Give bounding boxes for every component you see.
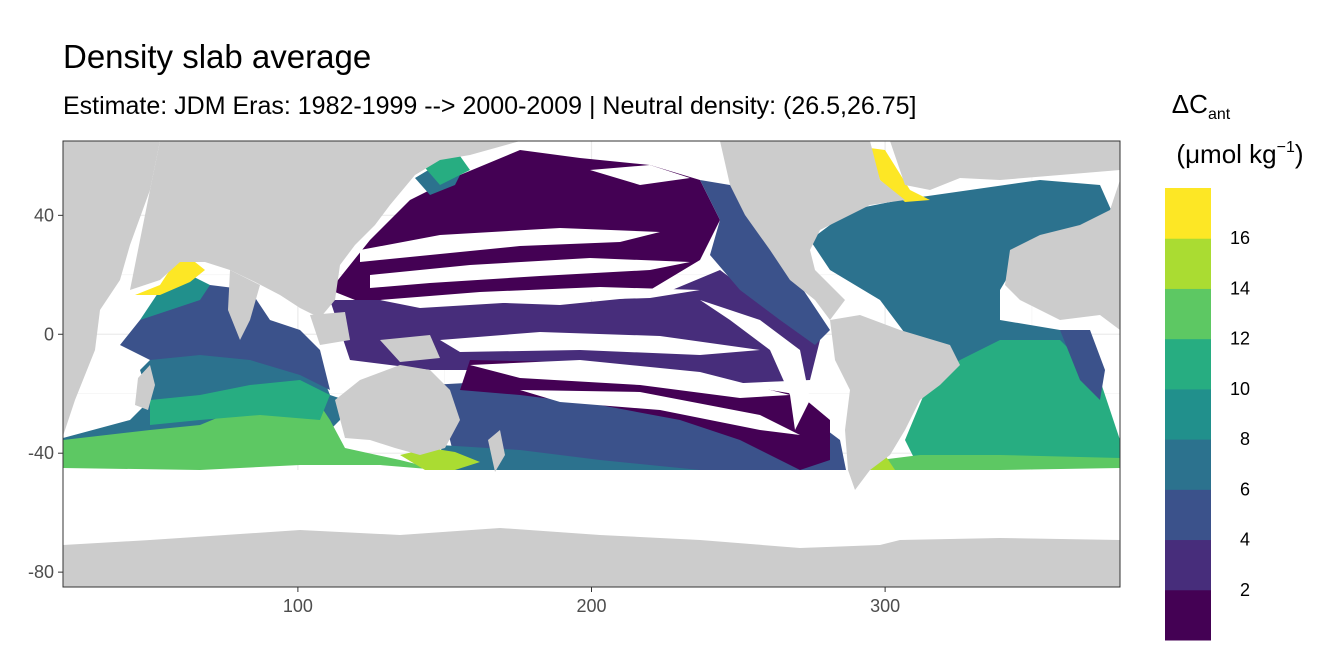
y-axis: 40 0 -40 -80 — [28, 205, 63, 582]
legend-bin — [1165, 439, 1211, 490]
legend-bin — [1165, 338, 1211, 390]
legend-bin — [1165, 388, 1211, 440]
ocean-indian-mid — [150, 380, 330, 425]
ocean-arabian — [140, 275, 210, 320]
legend-bin — [1165, 188, 1211, 239]
land-africa — [63, 141, 160, 436]
legend: ΔCant (μmol kg−1) 2 4 6 8 10 12 14 16 — [1165, 89, 1304, 641]
legend-tick-label: 8 — [1240, 429, 1250, 449]
land-masses — [63, 141, 1120, 587]
chart-title: Density slab average — [63, 38, 372, 75]
land-australia — [335, 365, 460, 455]
y-tick-label: -80 — [28, 562, 54, 582]
legend-bin — [1165, 288, 1211, 340]
no-data-stripes — [360, 165, 810, 435]
x-axis: 100 200 300 — [283, 587, 900, 616]
land-new-zealand — [488, 430, 505, 472]
ocean-indian-north — [120, 285, 330, 390]
land-asia — [130, 141, 520, 318]
legend-tick-label: 16 — [1230, 228, 1250, 248]
legend-bin — [1165, 238, 1211, 289]
land-borneo — [310, 312, 350, 345]
land-madagascar — [135, 365, 155, 410]
legend-tick-label: 12 — [1230, 329, 1250, 349]
land-india — [228, 270, 260, 340]
land-europe-africa — [1005, 180, 1120, 330]
y-tick-label: -40 — [28, 443, 54, 463]
y-tick-label: 0 — [44, 324, 54, 344]
chart-subtitle: Estimate: JDM Eras: 1982-1999 --> 2000-2… — [63, 92, 917, 120]
legend-bin — [1165, 539, 1211, 591]
legend-tick-label: 10 — [1230, 379, 1250, 399]
legend-bin — [1165, 589, 1211, 641]
legend-title-sub: ant — [1208, 106, 1231, 123]
x-tick-label: 300 — [870, 596, 900, 616]
legend-title-unit: (μmol kg−1) — [1176, 139, 1303, 169]
legend-bin — [1165, 489, 1211, 541]
x-tick-label: 200 — [576, 596, 606, 616]
land-new-guinea — [380, 335, 440, 362]
land-greenland — [890, 141, 1120, 190]
legend-tick-label: 4 — [1240, 530, 1250, 550]
y-tick-label: 40 — [34, 205, 54, 225]
southern-no-data-band — [63, 470, 1120, 545]
ocean-atlantic-tropical-east — [1060, 330, 1105, 400]
land-north-america — [720, 141, 905, 320]
land-antarctica — [63, 528, 1120, 587]
legend-tick-label: 6 — [1240, 479, 1250, 499]
legend-title-unit-sup: −1 — [1277, 139, 1295, 156]
land-south-america — [830, 315, 960, 490]
legend-title-symbol: ΔCant — [1172, 89, 1231, 123]
ocean-atlantic-south — [905, 340, 1120, 470]
legend-colorbar — [1165, 188, 1211, 641]
legend-tick-label: 2 — [1240, 580, 1250, 600]
ocean-pacific-tropical — [330, 270, 820, 385]
x-tick-label: 100 — [283, 596, 313, 616]
legend-labels: 2 4 6 8 10 12 14 16 — [1230, 228, 1250, 600]
ocean-arabian-high — [135, 258, 205, 295]
ocean-indian-green — [63, 400, 440, 470]
ocean-labrador — [870, 148, 930, 202]
ocean-pacific-east — [700, 180, 830, 345]
legend-tick-label: 14 — [1230, 278, 1250, 298]
